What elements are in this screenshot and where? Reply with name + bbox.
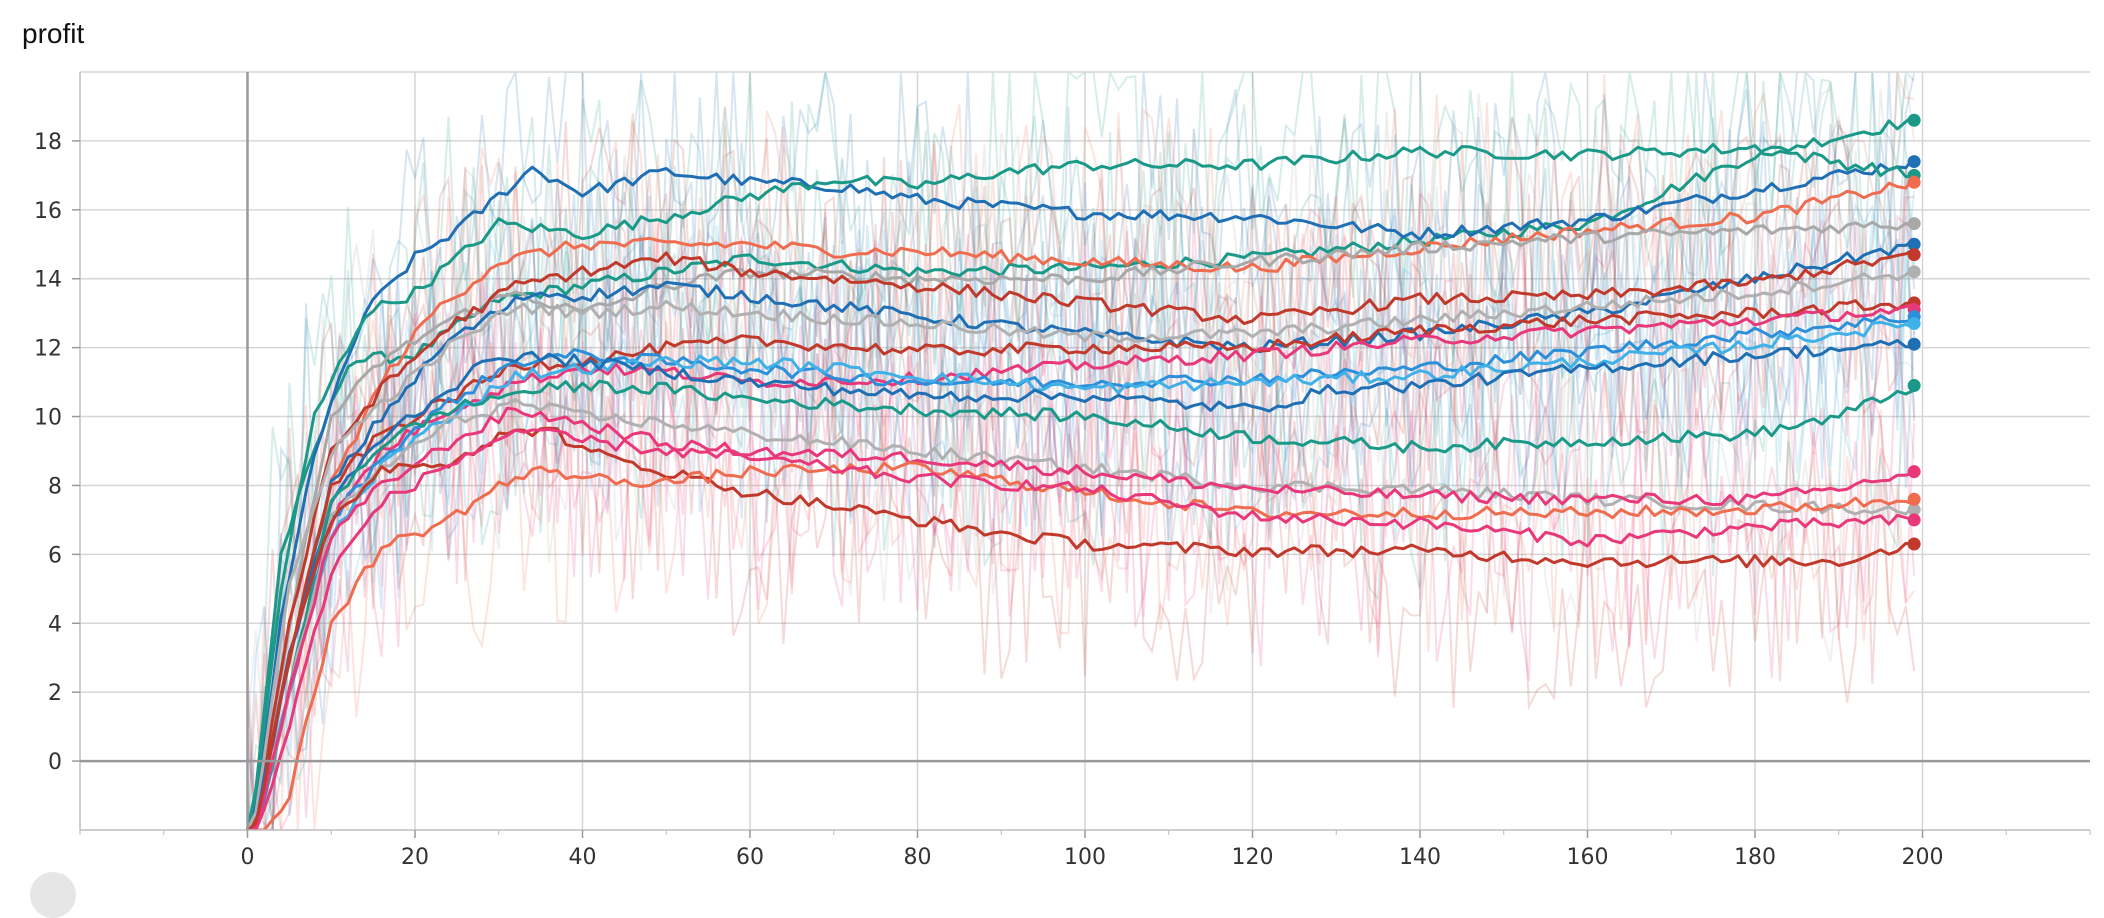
y-tick-label: 10 <box>34 406 62 431</box>
raw-trace <box>246 275 1916 830</box>
series-end-point <box>1907 217 1921 231</box>
y-tick-label: 14 <box>34 268 62 293</box>
y-tick-label: 0 <box>48 750 62 775</box>
raw-trace <box>246 265 1916 799</box>
x-tick-label: 20 <box>401 845 429 870</box>
series-end-point <box>1907 265 1921 279</box>
x-tick-label: 200 <box>1902 845 1944 870</box>
series-line <box>246 248 1915 830</box>
series-end-point <box>1907 237 1921 251</box>
raw-trace <box>247 120 1916 830</box>
chart: 0 20 40 60 80 100 120 140 160 180 200 0 2 4 6 8 10 12 14 1… <box>34 71 2091 870</box>
chart-title: profit <box>22 18 85 49</box>
series-line <box>246 143 1915 830</box>
series-line <box>246 157 1916 830</box>
series-line <box>246 339 1915 830</box>
series-end-point <box>1907 175 1921 189</box>
y-axis-ticks: 0 2 4 6 8 10 12 14 16 18 <box>34 130 80 775</box>
series-line <box>246 299 1915 830</box>
series-line <box>247 406 1915 830</box>
series-end-point <box>1907 155 1921 169</box>
series-end-point <box>1907 317 1921 331</box>
series-line <box>246 175 1916 830</box>
series-end-point <box>1907 537 1921 551</box>
series-end-point <box>1907 379 1921 393</box>
y-tick-label: 4 <box>48 612 62 637</box>
series-end-point <box>1907 492 1921 506</box>
raw-trace <box>246 113 1915 830</box>
x-tick-label: 180 <box>1734 845 1776 870</box>
x-tick-label: 140 <box>1399 845 1441 870</box>
raw-trace <box>246 197 1916 830</box>
series-line <box>247 428 1915 830</box>
series-end-point <box>1907 337 1921 351</box>
y-tick-label: 2 <box>48 681 62 706</box>
raw-trace <box>246 72 1915 830</box>
series-end-point <box>1907 113 1921 127</box>
x-tick-label: 40 <box>569 845 597 870</box>
raw-traces <box>246 72 1916 830</box>
series-line <box>247 238 1915 830</box>
series-line <box>247 302 1915 830</box>
raw-trace <box>246 75 1916 830</box>
smoothed-series <box>246 113 1921 830</box>
series-line <box>247 379 1915 830</box>
raw-trace <box>246 72 1916 830</box>
x-tick-label: 160 <box>1567 845 1609 870</box>
series-end-point <box>1907 513 1921 527</box>
series-line <box>246 220 1915 830</box>
series-end-point <box>1907 503 1921 517</box>
raw-trace <box>246 190 1916 830</box>
y-tick-label: 8 <box>48 474 62 499</box>
raw-trace <box>247 163 1916 830</box>
x-tick-label: 80 <box>904 845 932 870</box>
series-line <box>246 266 1916 830</box>
x-tick-label: 100 <box>1064 845 1106 870</box>
raw-trace <box>246 72 1915 830</box>
x-tick-label: 60 <box>736 845 764 870</box>
x-axis-ticks: 0 20 40 60 80 100 120 140 160 180 200 <box>79 830 2091 870</box>
series-end-point <box>1907 248 1921 262</box>
y-tick-label: 12 <box>34 337 62 362</box>
raw-trace <box>246 274 1916 830</box>
series-line <box>247 320 1915 830</box>
toolbar-button[interactable] <box>30 872 76 918</box>
series-end-point <box>1907 465 1921 479</box>
x-tick-label: 0 <box>241 845 255 870</box>
raw-trace <box>246 72 1916 830</box>
raw-trace <box>246 145 1915 827</box>
y-tick-label: 16 <box>34 199 62 224</box>
series-line <box>246 398 1916 830</box>
y-tick-label: 6 <box>48 543 62 568</box>
raw-trace <box>246 186 1916 830</box>
y-tick-label: 18 <box>34 130 62 155</box>
x-tick-label: 120 <box>1232 845 1274 870</box>
